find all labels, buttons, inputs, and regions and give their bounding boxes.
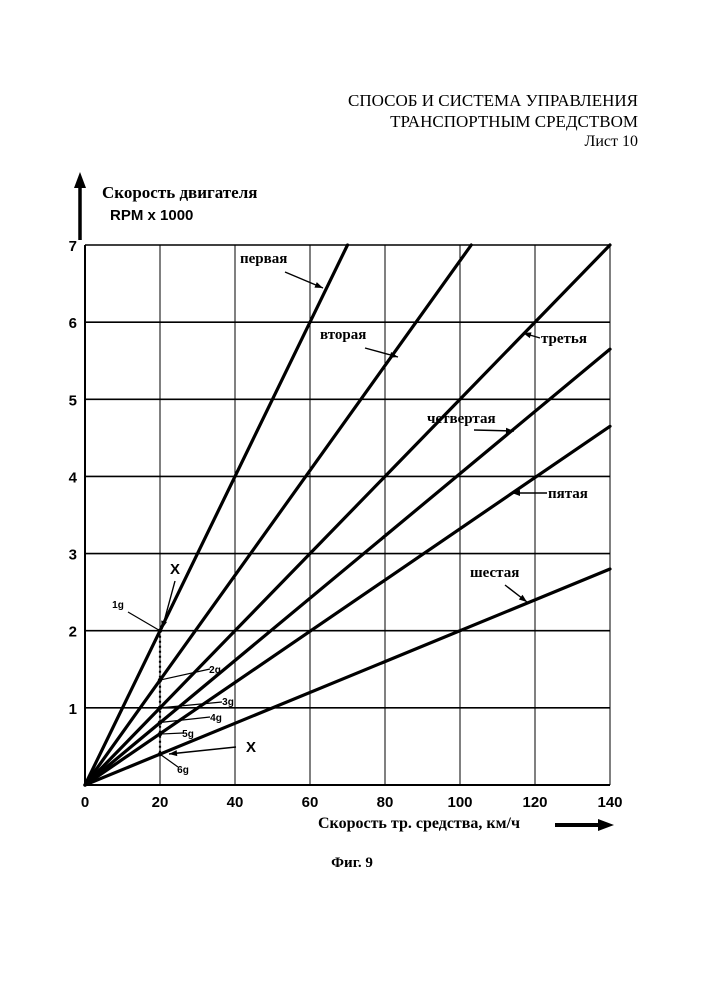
x-tick-label: 120	[522, 794, 547, 811]
y-tick-label: 3	[69, 547, 77, 564]
gear-lines	[85, 245, 610, 785]
series-line	[85, 245, 348, 785]
series-label: третья	[541, 331, 587, 347]
series-label: четвертая	[427, 411, 496, 427]
x-tick-label: 0	[81, 794, 89, 811]
gear-label: 3g	[222, 697, 234, 708]
y-tick-label: 5	[69, 392, 77, 409]
y-tick-label: 4	[69, 469, 78, 486]
y-tick-label: 6	[69, 315, 77, 332]
x-axis-title: Скорость тр. средства, км/ч	[318, 815, 520, 832]
series-line	[85, 426, 610, 785]
gear-leader-line	[160, 702, 222, 708]
x-tick-label: 20	[152, 794, 169, 811]
marker-x-label: X	[170, 561, 180, 578]
series-label: вторая	[320, 327, 366, 343]
y-axis-units: RPM x 1000	[110, 207, 193, 224]
gear-label: 4g	[210, 713, 222, 724]
gear-leader-line	[160, 754, 178, 767]
x-tick-label: 40	[227, 794, 244, 811]
y-axis-arrow-icon	[74, 172, 86, 240]
series-pointer-arrow-head	[314, 282, 323, 288]
gear-label: 5g	[182, 729, 194, 740]
y-tick-label: 1	[69, 701, 77, 718]
series-line	[85, 349, 610, 785]
series-label: первая	[240, 251, 287, 267]
x-tick-label: 140	[597, 794, 622, 811]
marker-x-pointer	[169, 747, 236, 754]
marker-x-label: X	[246, 739, 256, 756]
gear-label: 1g	[112, 600, 124, 611]
figure-caption: Фиг. 9	[0, 855, 704, 872]
x-tick-label: 100	[447, 794, 472, 811]
gear-leader-line	[128, 612, 160, 631]
gear-label: 6g	[177, 765, 189, 776]
x-axis-arrow-icon	[555, 819, 614, 831]
y-tick-label: 7	[69, 238, 77, 255]
engine-speed-chart: первая вторая третья четвертая пятая шестая X X…	[0, 0, 704, 850]
series-label: пятая	[548, 486, 588, 502]
y-axis-title: Скорость двигателя	[102, 183, 257, 202]
axis-ticks: 0 20 40 60 80 100 120 140 1 2 3 4 5 6 7	[69, 238, 623, 811]
series-line	[85, 245, 610, 785]
y-tick-label: 2	[69, 624, 77, 641]
x-tick-label: 80	[377, 794, 394, 811]
x-tick-label: 60	[302, 794, 319, 811]
series-label: шестая	[470, 565, 519, 581]
gear-label: 2g	[209, 665, 221, 676]
